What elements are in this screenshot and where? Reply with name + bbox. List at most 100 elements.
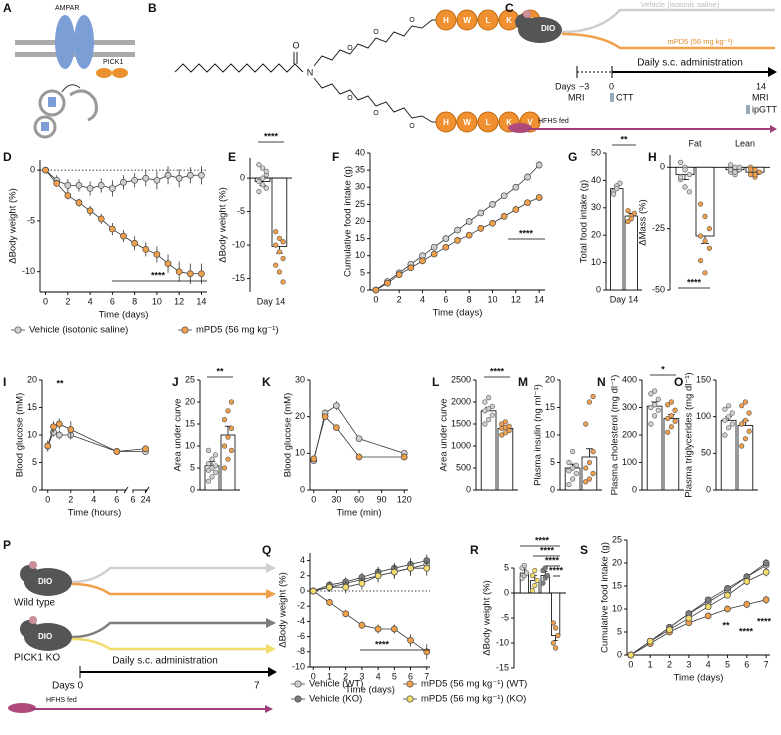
y-tick-label: 0 [466,484,471,494]
y-tick-label: 10 [612,603,622,613]
arrow [71,621,268,639]
significance: **** [375,639,390,649]
y-axis-label: ΔBody weight (%) [482,580,493,656]
legend-label: Vehicle (isotonic saline) [29,325,128,336]
atom: O [347,95,353,102]
arrow [71,582,268,596]
point [55,420,63,428]
point [419,257,426,265]
y-tick-label: -10 [292,661,305,671]
x-tick-label: 10 [152,296,162,306]
point [256,188,262,195]
point [702,238,708,244]
legend-label: mPD5 (56 mg kg⁻¹) [196,325,279,336]
y-tick-label: 20 [355,216,365,226]
point [75,199,83,206]
point [205,447,212,454]
point [524,570,530,576]
point [552,625,559,631]
point [442,235,450,242]
point [273,242,279,248]
membrane [15,52,135,57]
event: MRI [752,92,769,102]
atom: O [292,40,299,50]
significance: **** [687,277,702,287]
residue: H [443,16,449,25]
point [512,206,520,213]
point [221,443,228,449]
point [722,406,728,412]
y-tick-label: -15 [496,662,509,672]
x-tick-label: 4 [376,671,381,681]
point [682,184,688,190]
legend-marker [294,680,302,688]
mouse-ear [29,616,37,624]
point [64,182,72,189]
point [729,421,735,427]
x-tick-label: 6 [114,494,119,504]
point [732,164,738,170]
point [724,591,731,599]
x-tick-label: 7 [424,671,429,681]
point [120,178,127,186]
atom: O [409,123,415,130]
point [617,180,623,186]
y-tick-label: 5 [550,457,555,467]
y-tick-label: 300 [622,402,637,412]
y-tick-label: 5 [190,462,195,472]
days-label: Days 0 [52,681,84,692]
point [256,178,262,185]
axis-break [123,486,129,494]
event: MRI [568,92,585,102]
x-tick-label: 14 [196,296,206,306]
point [739,443,745,449]
x-tick-label: 2 [397,294,402,304]
y-tick-label: -2 [297,601,305,611]
x-axis-label: Time (min) [336,508,381,519]
bar [610,188,624,291]
x-tick-label: 0 [311,494,316,504]
arrowhead [266,589,276,599]
x-tick-label: 24 [141,494,151,504]
diet-label: HFHS fed [538,118,569,125]
point [500,213,508,220]
y-tick-label: 20 [185,396,195,406]
y-tick-label: 30 [591,202,601,212]
point [390,568,398,576]
x-tick-label: 0 [373,294,378,304]
point [646,637,654,645]
point [67,426,75,433]
food [508,123,532,133]
x-tick-label: 10 [487,294,497,304]
point [532,582,538,589]
model-label: DIO [541,24,555,33]
panel-label: Q [262,543,271,557]
point [53,180,61,187]
y-tick-label: 2 [300,570,305,580]
point [221,465,228,471]
point [706,226,713,232]
y-tick-label: 20 [295,411,305,421]
point [355,453,363,461]
point [477,225,485,232]
point [225,456,231,462]
point [423,564,431,572]
significance: **** [490,366,505,376]
y-tick-label: 15 [355,233,365,243]
point [400,453,408,461]
arrow [561,8,775,34]
legend-marker [406,680,414,688]
y-axis-label: Cumulative food intake (g) [600,542,611,653]
x-tick-label: 90 [377,494,387,504]
point [668,413,675,419]
x-tick-label: 120 [397,494,412,504]
panel-b: B O N O O O O O O HWLKVHWLKV [148,1,541,133]
category-label: Day 14 [610,294,639,304]
point [260,182,266,188]
point [704,596,712,604]
point [569,476,576,482]
point [672,418,678,424]
point [489,412,495,418]
significance: **** [540,545,555,555]
